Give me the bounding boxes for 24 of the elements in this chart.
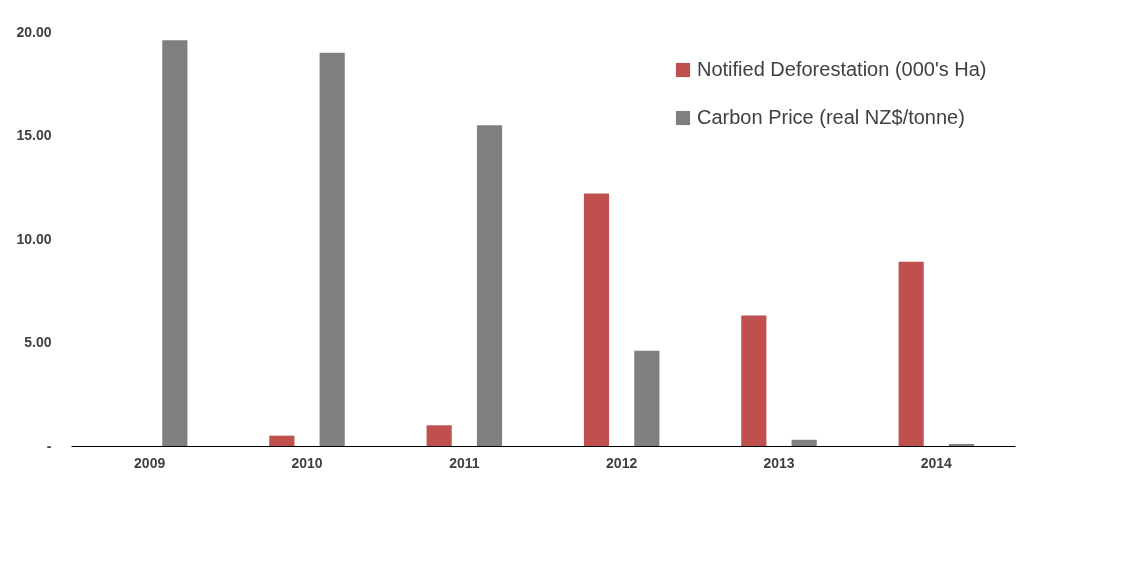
y-tick-label: - xyxy=(46,437,52,454)
bar xyxy=(948,443,975,446)
y-tick-label: 20.00 xyxy=(16,23,52,40)
legend-label: Notified Deforestation (000's Ha) xyxy=(697,58,987,80)
bar xyxy=(791,439,817,446)
bar xyxy=(476,125,503,446)
bar xyxy=(426,425,452,446)
bar xyxy=(269,435,295,446)
x-tick-label: 2009 xyxy=(134,454,166,471)
x-tick-label: 2014 xyxy=(920,454,953,471)
bar xyxy=(898,261,924,446)
x-tick-label: 2012 xyxy=(606,454,638,471)
bar xyxy=(319,52,345,446)
legend-label: Carbon Price (real NZ$/tonne) xyxy=(697,106,965,128)
bar xyxy=(162,40,188,446)
bar xyxy=(583,193,610,446)
y-tick-label: 15.00 xyxy=(16,127,52,143)
y-tick-label: 5.00 xyxy=(24,334,52,350)
bar xyxy=(741,315,767,446)
x-tick-label: 2011 xyxy=(449,454,480,471)
x-tick-label: 2013 xyxy=(763,454,795,471)
y-tick-label: 10.00 xyxy=(16,230,52,247)
x-tick-label: 2010 xyxy=(291,454,323,471)
bar xyxy=(634,350,660,446)
